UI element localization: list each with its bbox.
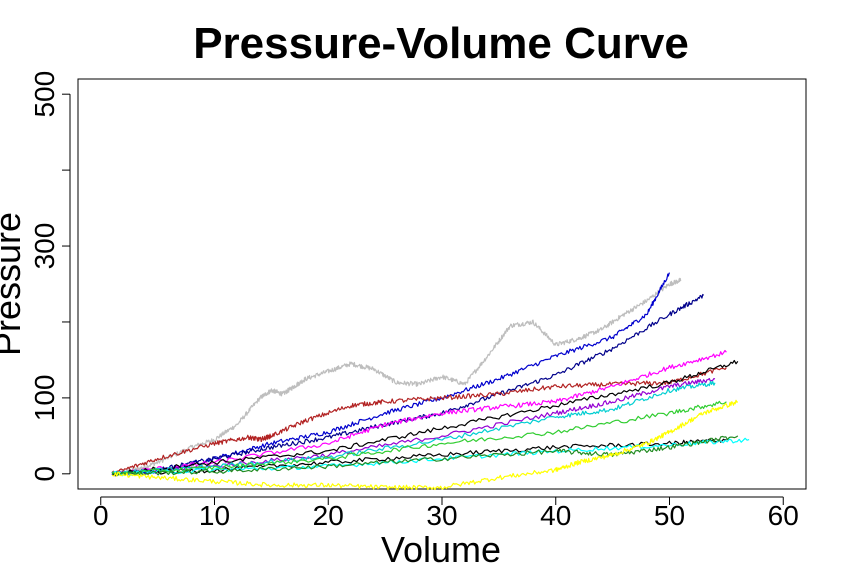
x-tick-label-0: 0 [93, 500, 109, 531]
y-axis-label: Pressure [0, 212, 28, 356]
series-line-1 [111, 277, 682, 476]
x-tick-label-20: 20 [313, 500, 344, 531]
y-tick-label-0: 0 [29, 466, 60, 482]
y-axis: 0 100 300 500 [29, 71, 71, 482]
x-tick-label-50: 50 [654, 500, 685, 531]
series-line-6 [111, 377, 716, 476]
x-axis: 0 10 20 30 40 50 60 [93, 496, 799, 531]
x-tick-label-10: 10 [199, 500, 230, 531]
series-line-13 [111, 399, 739, 491]
series-line-12 [111, 435, 739, 477]
y-tick-label-500: 500 [29, 71, 60, 118]
series-layer [111, 272, 750, 491]
x-axis-label: Volume [381, 529, 501, 570]
series-line-4 [111, 367, 727, 476]
y-tick-label-100: 100 [29, 375, 60, 422]
series-line-11 [111, 400, 727, 476]
series-line-8 [111, 438, 727, 476]
y-tick-label-300: 300 [29, 223, 60, 270]
series-line-5 [111, 349, 727, 476]
series-line-9 [112, 380, 716, 476]
series-line-7 [111, 359, 739, 475]
chart-title: Pressure-Volume Curve [193, 19, 689, 68]
x-tick-label-60: 60 [768, 500, 799, 531]
x-tick-label-40: 40 [540, 500, 571, 531]
x-tick-label-30: 30 [426, 500, 457, 531]
